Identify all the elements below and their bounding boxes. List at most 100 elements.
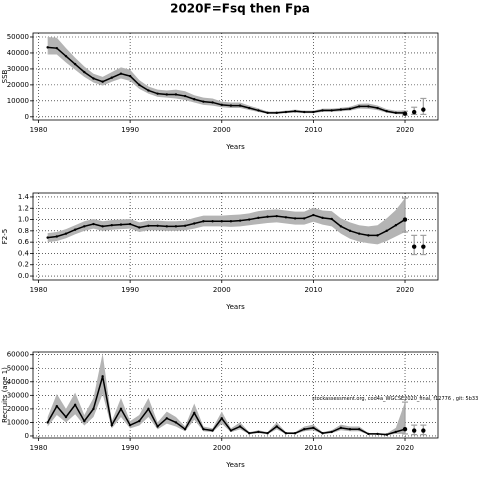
estimate-point bbox=[138, 226, 141, 229]
forecast-point bbox=[402, 426, 408, 432]
estimate-point bbox=[46, 236, 49, 239]
estimate-point bbox=[138, 83, 141, 87]
estimate-point bbox=[55, 235, 59, 238]
estimate-point bbox=[174, 421, 178, 424]
x-tick-label: 2000 bbox=[213, 126, 231, 134]
y-tick-label: 10000 bbox=[7, 418, 29, 426]
estimate-point bbox=[293, 110, 297, 113]
estimate-point bbox=[303, 427, 306, 431]
estimate-point bbox=[229, 429, 233, 432]
estimate-point bbox=[394, 111, 398, 115]
x-tick-label: 1980 bbox=[30, 286, 48, 294]
estimate-point bbox=[376, 106, 379, 110]
estimate-point bbox=[312, 110, 315, 114]
estimate-point bbox=[257, 109, 260, 112]
estimate-point bbox=[312, 426, 315, 430]
estimate-point bbox=[266, 432, 269, 435]
x-tick-label: 2010 bbox=[304, 286, 322, 294]
estimate-point bbox=[367, 432, 370, 436]
estimate-point bbox=[357, 232, 361, 235]
estimate-point bbox=[367, 105, 370, 108]
estimate-point bbox=[348, 229, 352, 233]
estimate-point bbox=[339, 108, 343, 111]
estimate-point bbox=[147, 224, 150, 227]
estimate-point bbox=[385, 433, 388, 436]
estimate-point bbox=[73, 403, 77, 407]
estimate-point bbox=[238, 425, 242, 428]
estimate-point bbox=[211, 220, 214, 223]
estimate-point bbox=[275, 425, 278, 428]
x-axis-label: Years bbox=[225, 143, 245, 151]
x-tick-label: 2010 bbox=[304, 126, 322, 134]
forecast-point bbox=[421, 107, 426, 112]
y-tick-label: 0 bbox=[25, 113, 29, 121]
estimate-point bbox=[376, 432, 379, 436]
estimate-point bbox=[293, 432, 297, 435]
estimate-point bbox=[92, 222, 95, 226]
estimate-point bbox=[385, 229, 388, 233]
y-axis-label: SSB bbox=[1, 69, 9, 83]
y-tick-label: 1.0 bbox=[18, 216, 29, 224]
x-tick-label: 1990 bbox=[121, 286, 139, 294]
y-tick-label: 0.2 bbox=[18, 261, 29, 269]
x-tick-label: 2020 bbox=[396, 444, 414, 452]
plot-frame bbox=[32, 192, 439, 281]
estimate-point bbox=[385, 110, 388, 113]
estimate-point bbox=[266, 215, 269, 218]
y-tick-label: 40000 bbox=[7, 378, 29, 386]
confidence-band bbox=[47, 36, 406, 115]
estimate-point bbox=[257, 430, 260, 434]
estimate-point bbox=[64, 415, 68, 419]
x-tick-label: 1980 bbox=[30, 126, 48, 134]
estimate-point bbox=[156, 92, 159, 95]
estimate-point bbox=[83, 419, 86, 423]
estimate-point bbox=[193, 98, 196, 101]
estimate-point bbox=[46, 46, 49, 49]
estimate-point bbox=[321, 432, 324, 435]
estimate-point bbox=[394, 224, 398, 227]
estimate-point bbox=[119, 72, 123, 75]
estimate-point bbox=[394, 430, 398, 434]
forecast-point bbox=[411, 244, 417, 249]
forecast-point bbox=[421, 244, 426, 249]
estimate-point bbox=[55, 46, 59, 50]
y-tick-label: 40000 bbox=[7, 49, 29, 57]
y-tick-label: 0.6 bbox=[18, 238, 30, 246]
estimate-point bbox=[165, 225, 168, 228]
estimate-point bbox=[284, 110, 288, 114]
forecast-point bbox=[411, 109, 417, 115]
estimate-point bbox=[275, 111, 278, 115]
y-tick-label: 10000 bbox=[7, 97, 29, 105]
estimate-point bbox=[248, 432, 251, 435]
y-tick-label: 20000 bbox=[7, 81, 29, 89]
x-tick-label: 2000 bbox=[213, 286, 231, 294]
estimate-point bbox=[229, 220, 233, 223]
estimate-point bbox=[348, 427, 352, 431]
estimate-point bbox=[284, 216, 288, 219]
estimate-point bbox=[339, 225, 343, 228]
estimate-point bbox=[73, 62, 77, 66]
y-tick-label: 20000 bbox=[7, 405, 29, 413]
x-tick-label: 1990 bbox=[121, 444, 139, 452]
forecast-point bbox=[402, 217, 408, 222]
estimate-point bbox=[156, 425, 159, 428]
x-tick-label: 2020 bbox=[396, 126, 414, 134]
estimate-point bbox=[339, 426, 343, 430]
estimate-point bbox=[293, 217, 297, 220]
estimate-point bbox=[238, 219, 242, 222]
estimate-line bbox=[47, 46, 406, 114]
estimate-point bbox=[101, 225, 104, 228]
annotation: stockassessment.org, cod4a_WGCSE2020_fin… bbox=[312, 396, 478, 402]
estimate-point bbox=[229, 104, 233, 107]
estimate-line bbox=[47, 376, 406, 436]
estimate-point bbox=[46, 421, 49, 424]
estimate-point bbox=[147, 407, 150, 411]
estimate-point bbox=[165, 93, 168, 96]
y-tick-label: 50000 bbox=[7, 33, 29, 41]
estimate-point bbox=[211, 101, 214, 104]
estimate-point bbox=[220, 417, 223, 420]
estimate-line bbox=[47, 214, 406, 239]
estimate-point bbox=[193, 411, 196, 415]
estimate-point bbox=[376, 234, 379, 237]
